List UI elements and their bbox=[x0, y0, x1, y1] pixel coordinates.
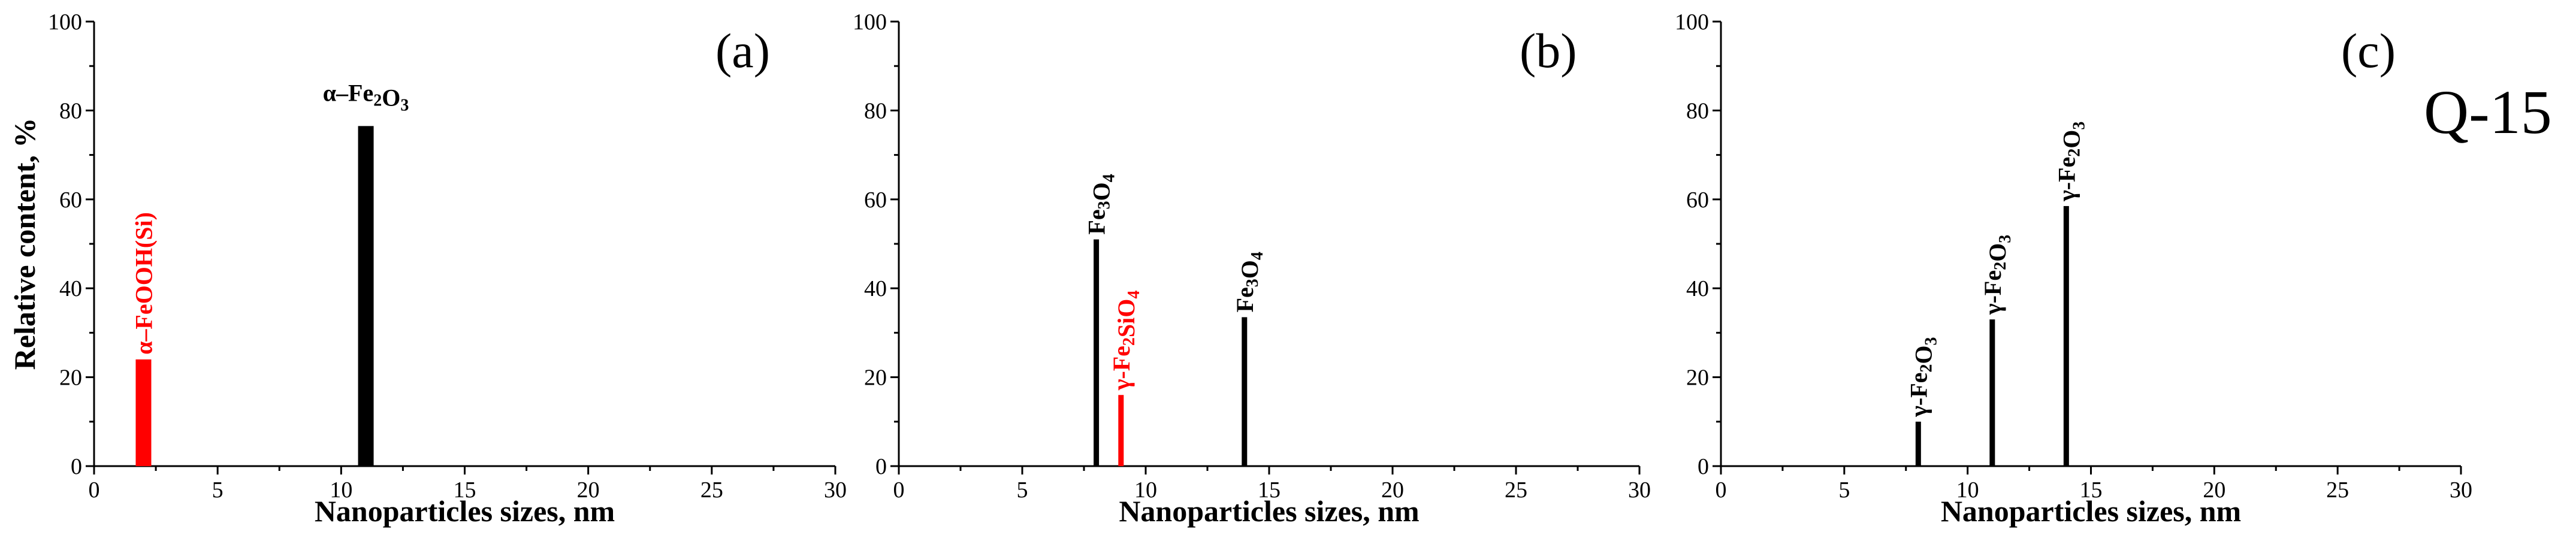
x-tick-label: 20 bbox=[1381, 477, 1404, 503]
x-tick-label: 30 bbox=[824, 477, 847, 503]
x-tick-label: 20 bbox=[2203, 477, 2225, 503]
panel-a: 0 5 10 15 20 25 30 0 20 40 60 80 100 Nanoparticles si… bbox=[8, 10, 847, 528]
x-tick-label: 0 bbox=[893, 477, 905, 503]
y-axis-title: Relative content, % bbox=[8, 118, 41, 370]
x-tick-label: 15 bbox=[1258, 477, 1281, 503]
bar bbox=[1989, 319, 1995, 466]
y-tick-label: 0 bbox=[875, 454, 887, 479]
y-tick-label: 80 bbox=[864, 98, 887, 123]
y-tick-label: 0 bbox=[1698, 454, 1709, 479]
y-tick-label: 20 bbox=[1686, 365, 1709, 391]
x-tick-label: 10 bbox=[1134, 477, 1157, 503]
x-tick-label: 5 bbox=[1017, 477, 1028, 503]
y-tick-label: 20 bbox=[59, 365, 82, 391]
y-tick-label: 100 bbox=[1675, 10, 1709, 35]
x-tick-label: 5 bbox=[212, 477, 224, 503]
panel-label: (b) bbox=[1520, 23, 1577, 78]
y-tick-label: 0 bbox=[71, 454, 82, 479]
panel-label: (a) bbox=[715, 23, 770, 78]
sample-label: Q-15 bbox=[2424, 78, 2552, 147]
bar bbox=[1118, 395, 1124, 466]
bar-label: α–Fe2O3 bbox=[323, 79, 409, 114]
bar-label: γ-Fe2O3 bbox=[2053, 122, 2088, 202]
x-axis-title: Nanoparticles sizes, nm bbox=[1119, 494, 1419, 528]
bar bbox=[1915, 421, 1921, 466]
bar-label: Fe3O4 bbox=[1083, 174, 1119, 234]
x-axis-title: Nanoparticles sizes, nm bbox=[1941, 494, 2241, 528]
y-tick-label: 100 bbox=[853, 10, 887, 35]
x-tick-label: 30 bbox=[2450, 477, 2472, 503]
bar-label: Fe3O4 bbox=[1231, 252, 1267, 312]
y-tick-label: 100 bbox=[48, 10, 82, 35]
y-tick-label: 60 bbox=[59, 188, 82, 213]
x-axis-title: Nanoparticles sizes, nm bbox=[315, 494, 615, 528]
y-tick-label: 60 bbox=[1686, 188, 1709, 213]
x-tick-label: 20 bbox=[577, 477, 600, 503]
y-tick-label: 40 bbox=[864, 276, 887, 301]
x-tick-label: 10 bbox=[1956, 477, 1979, 503]
y-tick-label: 80 bbox=[59, 98, 82, 123]
bar-label: γ-Fe2O3 bbox=[1905, 337, 1940, 417]
bar-label: γ-Fe2O3 bbox=[1979, 235, 2015, 315]
panel-label: (c) bbox=[2341, 23, 2396, 78]
panel-b: 0 5 10 15 20 25 30 0 20 40 60 80 100 Nanoparticles si… bbox=[853, 10, 1651, 528]
bar bbox=[135, 359, 152, 466]
bar-label: γ-Fe2SiO4 bbox=[1108, 291, 1143, 391]
y-tick-label: 60 bbox=[864, 188, 887, 213]
y-tick-label: 40 bbox=[59, 276, 82, 301]
bar bbox=[2063, 205, 2069, 466]
y-tick-label: 20 bbox=[864, 365, 887, 391]
x-tick-label: 15 bbox=[454, 477, 476, 503]
x-tick-label: 0 bbox=[89, 477, 100, 503]
y-tick-label: 40 bbox=[1686, 276, 1709, 301]
y-tick-label: 80 bbox=[1686, 98, 1709, 123]
x-tick-label: 25 bbox=[700, 477, 723, 503]
x-tick-label: 15 bbox=[2080, 477, 2103, 503]
panel-c: 0 5 10 15 20 25 30 0 20 40 60 80 100 Nanoparticles si… bbox=[1675, 10, 2472, 528]
bar bbox=[1094, 239, 1100, 466]
x-tick-label: 25 bbox=[2326, 477, 2349, 503]
bar-label: α–FeOOH(Si) bbox=[130, 212, 157, 355]
x-tick-label: 0 bbox=[1716, 477, 1727, 503]
x-tick-label: 25 bbox=[1505, 477, 1527, 503]
x-tick-label: 10 bbox=[330, 477, 352, 503]
bar bbox=[1242, 317, 1248, 466]
x-tick-label: 30 bbox=[1628, 477, 1651, 503]
bar bbox=[358, 126, 374, 466]
x-tick-label: 5 bbox=[1838, 477, 1850, 503]
